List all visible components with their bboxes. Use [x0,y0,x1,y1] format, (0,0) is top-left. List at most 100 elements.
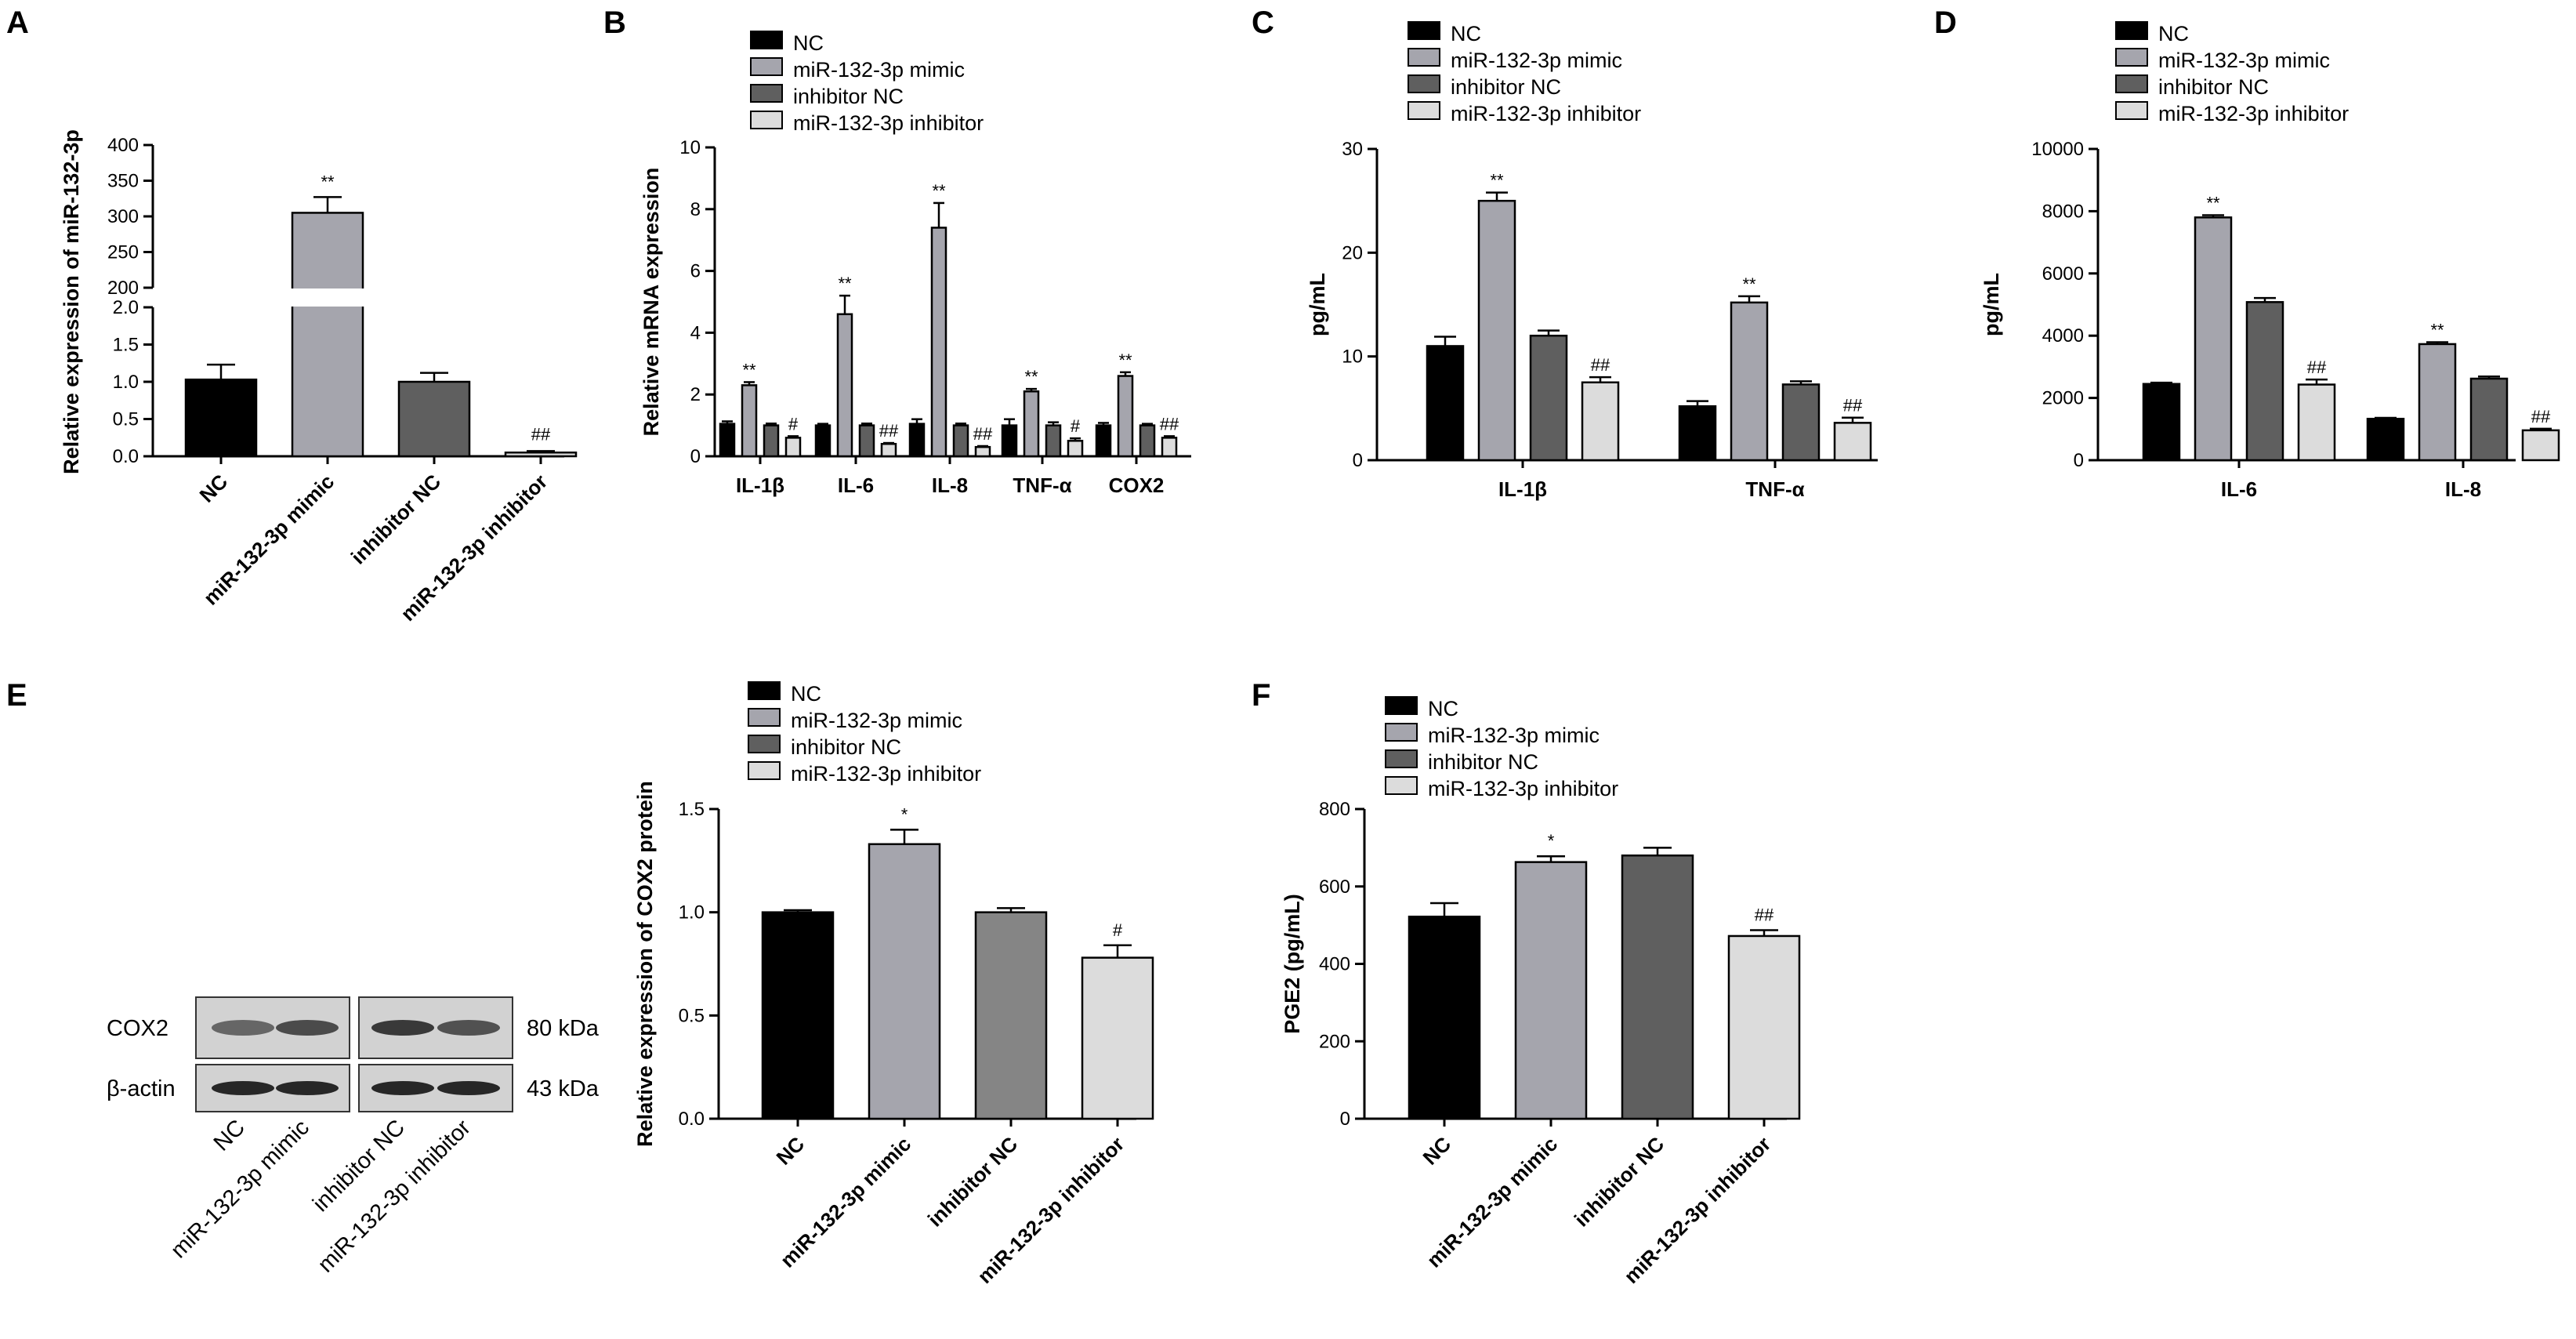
blot-lane-label: NC [209,1115,250,1156]
bar [1426,345,1465,462]
panel-c-chart: 0 10 20 30 pg/mL ** ## IL-1β ** ## TNF-α [1306,139,1878,501]
significance-label: ## [1591,355,1610,375]
legend-swatch [750,111,783,129]
y-tick-label: 800 [1319,799,1350,820]
bar [1081,956,1154,1120]
x-tick-label: NC [771,1132,809,1170]
significance-label: ## [1755,905,1774,925]
y-tick-label: 10 [679,137,701,158]
bar [2245,301,2284,462]
panel-d-chart: 0 2000 4000 6000 8000 10000 pg/mL ** ## IL-6 ** ## I… [1980,139,2560,501]
legend-swatch [1385,776,1418,795]
significance-label: ** [1742,274,1756,294]
legend-entry: NC [793,31,824,55]
bar [1477,199,1516,462]
blot-row-label: COX2 [107,1016,168,1041]
y-tick-label: 400 [107,135,139,156]
bar [761,911,835,1120]
significance-label: ** [1118,350,1132,370]
y-axis-label: pg/mL [1980,273,2003,336]
bar [1095,424,1112,458]
x-tick-label: COX2 [1109,474,1165,497]
bar [2418,343,2457,462]
y-axis-label: Relative expression of miR-132-3p [60,129,83,474]
legend-entry: miR-132-3p mimic [1428,724,1600,747]
legend: NC miR-132-3p mimic inhibitor NC miR-132-3p… [2115,21,2349,125]
legend-entry: miR-132-3p mimic [793,58,965,82]
legend-swatch [1385,749,1418,768]
legend: NC miR-132-3p mimic inhibitor NC miR-132-3p… [1408,21,1641,125]
bar [868,843,941,1120]
significance-label: ** [932,181,946,201]
x-tick-label: NC [1418,1132,1455,1170]
legend-entry: miR-132-3p inhibitor [793,111,984,135]
x-tick-label: IL-6 [838,474,874,497]
legend-entry: inhibitor NC [791,735,901,759]
bar [1408,916,1481,1120]
bar [1529,334,1568,462]
y-tick-label: 10 [1342,347,1363,368]
legend-entry: NC [1428,697,1458,720]
y-tick-label: 6000 [2042,263,2084,285]
bar [974,445,991,458]
significance-label: ## [2307,357,2327,377]
legend-entry: inhibitor NC [793,85,904,108]
significance-label: ## [1160,414,1179,434]
bar [2194,216,2233,462]
panel-b-chart: 0 2 4 6 8 10 Relative mRNA expression ** # IL-1β *… [639,137,1191,497]
bar [952,424,969,458]
y-tick-label: 200 [107,278,139,299]
legend-entry: miR-132-3p mimic [791,709,962,732]
significance-label: ** [838,274,852,293]
bar [1833,422,1872,462]
legend-swatch [1408,21,1440,40]
legend-swatch [748,708,781,727]
legend-swatch [1408,48,1440,67]
y-tick-label: 0.5 [113,409,139,430]
legend-entry: miR-132-3p mimic [2158,49,2330,72]
legend-swatch [2115,48,2148,67]
bar [1117,375,1134,458]
x-tick-label: inhibitor NC [346,470,446,569]
y-tick-label: 1.5 [679,799,705,820]
y-tick-label: 600 [1319,876,1350,898]
y-tick-label: 2000 [2042,388,2084,409]
panel-letter-F: F [1252,678,1270,713]
y-tick-label: 1.0 [113,372,139,393]
bar [291,212,364,458]
blot-band [212,1020,274,1036]
blot-band [276,1081,339,1095]
bar [2469,377,2509,462]
significance-label: ** [2206,194,2220,213]
blot-band [437,1081,500,1095]
x-tick-label: IL-8 [2445,477,2481,501]
y-tick-label: 0 [1340,1109,1350,1130]
x-tick-label: IL-8 [932,474,968,497]
x-tick-label: NC [194,470,232,507]
significance-label: ## [2531,407,2551,426]
bar [741,384,758,458]
significance-label: * [901,804,908,824]
y-tick-label: 350 [107,171,139,192]
bar [1514,861,1588,1120]
y-axis-label: Relative mRNA expression [639,168,663,437]
bar [814,424,831,458]
bar [1727,934,1801,1120]
legend-swatch [750,84,783,103]
bar [1045,424,1062,458]
legend-swatch [748,735,781,753]
bar [1781,383,1821,462]
blot-band [437,1020,500,1036]
bar [858,424,875,458]
bar [974,911,1048,1120]
y-tick-label: 1.0 [679,902,705,924]
significance-label: ** [1024,367,1038,386]
legend-entry: miR-132-3p inhibitor [1428,777,1618,800]
legend: NC miR-132-3p mimic inhibitor NC miR-132-3p… [1385,696,1618,800]
significance-label: * [1548,831,1555,851]
significance-label: ## [973,424,993,444]
axis-break-gap [290,288,365,307]
legend-entry: miR-132-3p inhibitor [2158,102,2349,125]
y-tick-label: 2.0 [113,297,139,318]
y-tick-label: 2 [690,384,701,405]
